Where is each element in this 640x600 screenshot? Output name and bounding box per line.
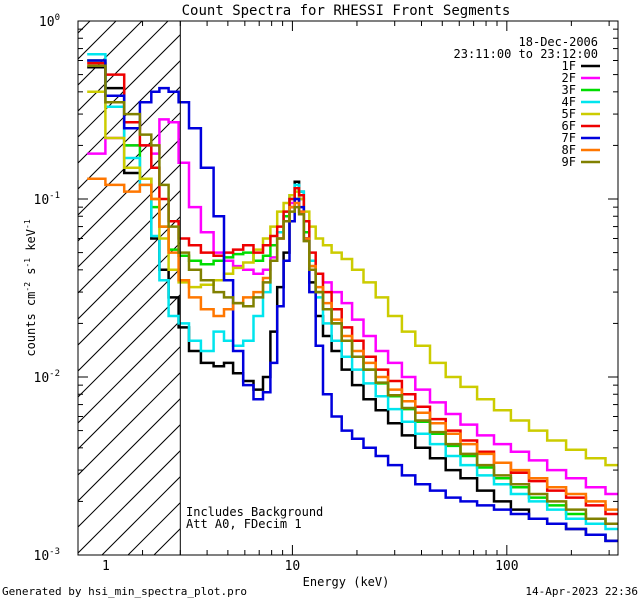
- date-label: 18-Dec-2006: [519, 35, 598, 49]
- hatch-line: [78, 85, 181, 190]
- y-axis-label: counts cm-2 s-1 keV-1: [23, 219, 38, 356]
- series-7F: [87, 59, 618, 543]
- hatch-line: [0, 21, 64, 555]
- hatch-line: [0, 21, 12, 555]
- plot-frame: [77, 20, 619, 556]
- hatch-line: [78, 163, 181, 268]
- hatch-line: [414, 21, 640, 555]
- y-label-exp: -1: [23, 258, 32, 268]
- hatch-line: [78, 189, 181, 294]
- y-tick-label: 100: [39, 13, 60, 30]
- hatch-line: [518, 21, 640, 555]
- hatch-line: [388, 21, 640, 555]
- footer-timestamp: 14-Apr-2023 22:36: [525, 585, 638, 598]
- y-tick-label: 10-1: [34, 191, 61, 208]
- hatch-line: [78, 345, 181, 450]
- x-tick-label: 1: [102, 559, 110, 574]
- y-label-exp: -1: [23, 219, 32, 229]
- hatch-line: [78, 449, 181, 554]
- series-9F: [87, 64, 618, 525]
- hatch-line: [78, 59, 181, 164]
- legend-label: 6F: [562, 119, 576, 133]
- hatch-line: [78, 397, 181, 502]
- hatch-line: [78, 241, 181, 346]
- hatch-line: [232, 21, 640, 555]
- hatch-line: [78, 21, 117, 60]
- x-tick-label: 100: [495, 559, 518, 574]
- hatch-line: [78, 267, 181, 372]
- series-6F: [87, 61, 618, 516]
- footer-generated-by: Generated by hsi_min_spectra_plot.pro: [2, 585, 247, 598]
- time-range-label: 23:11:00 to 23:12:00: [454, 47, 599, 61]
- hatch-line: [78, 371, 181, 476]
- y-tick-label: 10-2: [34, 369, 61, 386]
- hatch-line: [0, 21, 38, 555]
- legend-label: 7F: [562, 131, 576, 145]
- series-8F: [87, 177, 618, 511]
- legend-label: 4F: [562, 95, 576, 109]
- y-label-part: s: [24, 268, 38, 282]
- hatch-line: [622, 21, 640, 555]
- series-5F: [87, 90, 618, 467]
- hatch-line: [78, 215, 181, 320]
- legend-label: 5F: [562, 107, 576, 121]
- hatch-line: [570, 21, 640, 555]
- annotation-attenuator: Att A0, FDecim 1: [186, 517, 302, 531]
- y-label-part: counts cm: [24, 292, 38, 357]
- legend-label: 1F: [562, 59, 576, 73]
- series-1F: [87, 65, 618, 543]
- y-label-exp: -2: [23, 282, 32, 292]
- series-layer: [87, 53, 618, 543]
- chart-title: Count Spectra for RHESSI Front Segments: [182, 3, 511, 19]
- y-tick-label: 10-3: [34, 547, 61, 564]
- x-tick-label: 10: [285, 559, 301, 574]
- hatch-line: [440, 21, 640, 555]
- legend-label: 9F: [562, 155, 576, 169]
- x-axis-label: Energy (keV): [303, 575, 390, 589]
- hatch-line: [78, 423, 181, 528]
- annotation-background: Includes Background: [186, 505, 323, 519]
- legend-label: 2F: [562, 71, 576, 85]
- legend-label: 8F: [562, 143, 576, 157]
- hatch-line: [78, 293, 181, 398]
- legend-label: 3F: [562, 83, 576, 97]
- x-axis-ticks: 10 100: [77, 21, 610, 574]
- hatch-line: [78, 21, 169, 112]
- hatch-line: [78, 21, 91, 34]
- hatch-line: [78, 111, 181, 216]
- y-label-part: keV: [24, 229, 38, 258]
- y-axis-ticks: 100 10-1 10-2 10-3: [34, 13, 618, 564]
- series-3F: [87, 59, 618, 525]
